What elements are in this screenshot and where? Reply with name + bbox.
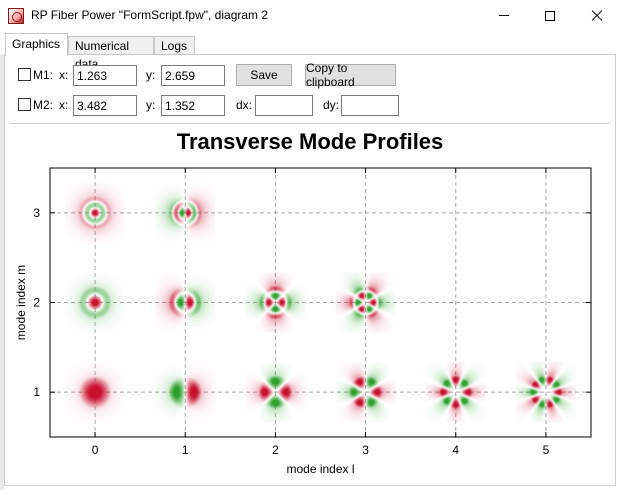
marker-controls: M1: x: 1.263 y: 2.659 Save Copy to clipb… <box>10 58 610 120</box>
x-axis-label: mode index l <box>286 462 354 476</box>
y-tick-label: 2 <box>33 296 40 310</box>
mode-profile-l0-m2 <box>65 272 126 333</box>
save-button[interactable]: Save <box>236 64 292 86</box>
minimize-button[interactable] <box>481 0 527 31</box>
tab-logs[interactable]: Logs <box>154 36 195 55</box>
y-axis-label: mode index m <box>14 265 28 340</box>
mode-profile-l1-m2 <box>155 272 216 333</box>
copy-to-clipboard-button[interactable]: Copy to clipboard <box>305 61 396 89</box>
m1-y-field[interactable]: 2.659 <box>161 65 225 86</box>
mode-profiles <box>65 182 576 423</box>
m1-y-label: y: <box>146 68 156 82</box>
m2-dx-field[interactable] <box>255 95 313 116</box>
m2-label: M2: <box>33 98 54 112</box>
m2-dx-label: dx: <box>236 98 253 112</box>
m2-dy-label: dy: <box>323 98 340 112</box>
x-tick-label: 4 <box>452 443 459 457</box>
graphics-panel <box>4 54 616 486</box>
maximize-button[interactable] <box>527 0 573 31</box>
x-tick-label: 3 <box>362 443 369 457</box>
mode-profile-l1-m3 <box>155 182 216 243</box>
m2-y-label: y: <box>146 98 156 112</box>
y-tick-label: 3 <box>33 206 40 220</box>
tab-graphics[interactable]: Graphics <box>5 33 68 56</box>
mode-profile-l0-m1 <box>65 362 126 423</box>
x-tick-label: 2 <box>272 443 279 457</box>
mode-profile-l3-m1 <box>335 362 396 423</box>
m1-x-label: x: <box>59 68 69 82</box>
close-button[interactable] <box>574 0 620 31</box>
m1-checkbox[interactable] <box>18 68 31 81</box>
controls-separator <box>10 123 610 124</box>
title-bar: RP Fiber Power "FormScript.fpw", diagram… <box>0 0 620 31</box>
minimize-icon <box>499 15 509 16</box>
chart-svg: Transverse Mode Profiles 0 1 2 3 4 5 1 2 3 mode … <box>10 126 611 481</box>
maximize-icon <box>545 10 555 21</box>
tab-numerical-data[interactable]: Numerical data <box>68 36 154 71</box>
mode-profile-l0-m3 <box>65 182 126 243</box>
m2-x-field[interactable]: 3.482 <box>73 95 137 116</box>
mode-profile-l3-m2 <box>335 272 396 333</box>
m2-checkbox[interactable] <box>18 98 31 111</box>
m1-label: M1: <box>33 68 54 82</box>
mode-profile-l4-m1 <box>425 362 486 423</box>
chart-title: Transverse Mode Profiles <box>177 129 444 154</box>
tab-strip: Graphics Numerical data Logs <box>0 33 620 71</box>
mode-profiles-chart[interactable]: Transverse Mode Profiles 0 1 2 3 4 5 1 2 3 mode … <box>10 126 611 481</box>
x-tick-label: 5 <box>543 443 550 457</box>
m2-x-label: x: <box>59 98 69 112</box>
m2-y-field[interactable]: 1.352 <box>161 95 225 116</box>
x-tick-label: 1 <box>182 443 189 457</box>
mode-profile-l2-m1 <box>245 362 306 423</box>
m2-dy-field[interactable] <box>341 95 399 116</box>
y-tick-label: 1 <box>33 385 40 399</box>
mode-profile-l5-m1 <box>515 362 576 423</box>
m1-x-field[interactable]: 1.263 <box>73 65 137 86</box>
left-edge <box>0 55 4 490</box>
axis-ticks: 0 1 2 3 4 5 1 2 3 <box>33 168 591 457</box>
mode-profile-l2-m2 <box>245 272 306 333</box>
x-tick-label: 0 <box>92 443 99 457</box>
close-icon <box>591 10 603 22</box>
fiber-app-icon <box>8 8 24 24</box>
mode-profile-l1-m1 <box>155 362 216 423</box>
window-title: RP Fiber Power "FormScript.fpw", diagram… <box>31 8 269 22</box>
